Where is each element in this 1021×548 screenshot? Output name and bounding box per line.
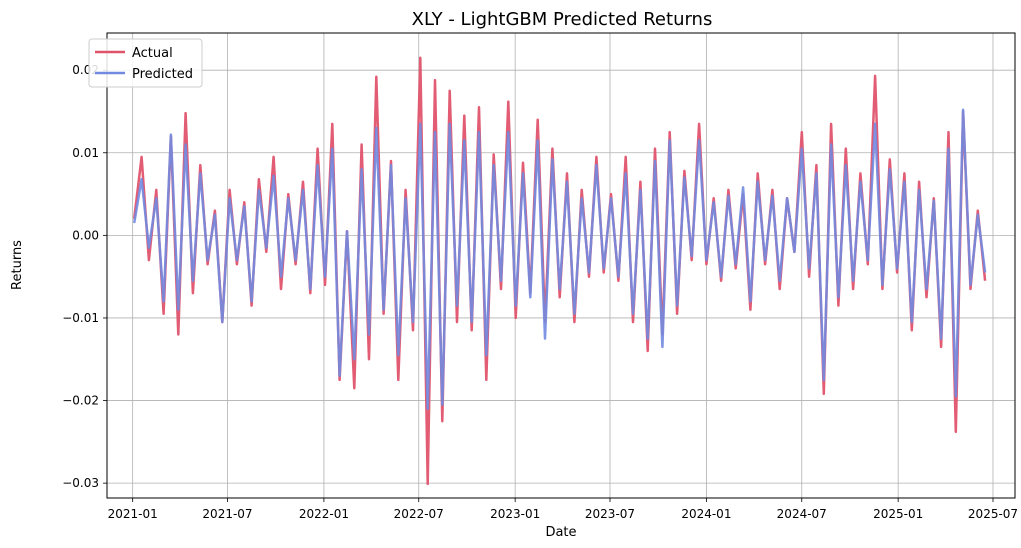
y-tick-label: −0.02 bbox=[62, 394, 99, 408]
x-tick-label: 2024-07 bbox=[777, 507, 827, 521]
series-layer bbox=[132, 56, 987, 486]
y-tick-label: −0.01 bbox=[62, 311, 99, 325]
x-tick-label: 2021-01 bbox=[108, 507, 158, 521]
legend: Actual Predicted bbox=[88, 38, 203, 88]
x-tick-label: 2024-01 bbox=[681, 507, 731, 521]
y-axis-label: Returns bbox=[10, 240, 25, 290]
y-tick-label: 0.00 bbox=[72, 228, 99, 242]
y-tick-label: 0.01 bbox=[72, 146, 99, 160]
x-tick-label: 2023-07 bbox=[585, 507, 635, 521]
y-axis-ticks: 0.020.010.00−0.01−0.02−0.03 bbox=[62, 63, 107, 490]
gridlines bbox=[107, 33, 1015, 498]
x-tick-label: 2023-01 bbox=[490, 507, 540, 521]
x-tick-label: 2025-07 bbox=[968, 507, 1018, 521]
chart-title: XLY - LightGBM Predicted Returns bbox=[412, 9, 713, 30]
plot-frame bbox=[106, 32, 1016, 499]
legend-label-actual: Actual bbox=[132, 46, 173, 61]
x-axis-label: Date bbox=[545, 525, 576, 540]
legend-label-predicted: Predicted bbox=[132, 67, 193, 82]
x-tick-label: 2022-01 bbox=[299, 507, 349, 521]
series-line-predicted bbox=[132, 108, 987, 411]
x-tick-label: 2021-07 bbox=[202, 507, 252, 521]
y-tick-label: −0.03 bbox=[62, 476, 99, 490]
x-tick-label: 2025-01 bbox=[873, 507, 923, 521]
x-tick-label: 2022-07 bbox=[394, 507, 444, 521]
x-axis-ticks: 2021-01 2021-07 2022-01 2022-07 2023-01 2023-… bbox=[108, 498, 1018, 521]
